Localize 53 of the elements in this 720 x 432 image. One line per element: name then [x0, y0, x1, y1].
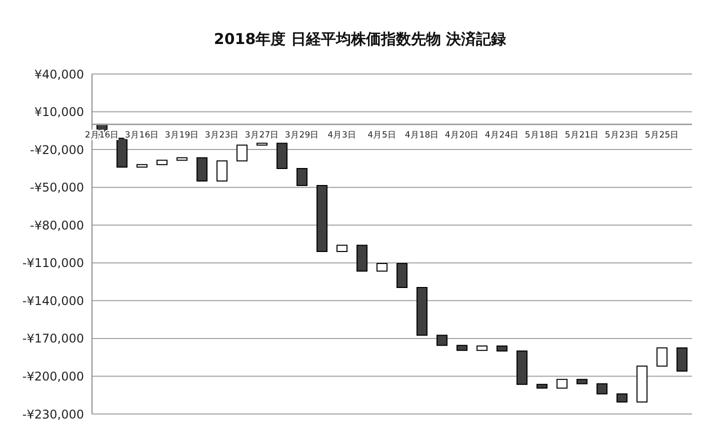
- x-tick-label: 3月16日: [124, 130, 160, 140]
- bar: [396, 263, 408, 288]
- bar: [376, 263, 388, 272]
- y-tick-label: -¥20,000: [30, 142, 84, 157]
- bar: [456, 344, 468, 351]
- x-tick-label: 3月23日: [204, 130, 240, 140]
- bar: [156, 160, 168, 166]
- bar: [356, 244, 368, 272]
- bar: [556, 378, 568, 389]
- y-tick-label: ¥40,000: [34, 67, 84, 82]
- bar: [536, 384, 548, 389]
- bar: [596, 383, 608, 394]
- bar: [416, 286, 428, 336]
- x-tick-label: 4月5日: [368, 130, 396, 140]
- x-tick-label: 3月29日: [284, 130, 320, 140]
- y-tick-label: -¥140,000: [22, 294, 84, 308]
- bar: [196, 157, 208, 182]
- x-tick-label: 4月24日: [484, 130, 520, 140]
- bar: [436, 334, 448, 346]
- x-tick-label: 4月18日: [404, 130, 440, 140]
- x-tick-label: 5月23日: [604, 130, 640, 140]
- bar: [276, 142, 288, 169]
- y-tick-label: -¥230,000: [22, 407, 84, 422]
- bar: [176, 157, 188, 161]
- bar: [216, 160, 228, 182]
- bar: [116, 138, 128, 168]
- bar: [516, 350, 528, 385]
- y-tick-label: -¥80,000: [30, 218, 84, 232]
- bar: [676, 347, 688, 372]
- bar: [576, 378, 588, 384]
- y-tick-label: -¥110,000: [22, 256, 84, 270]
- chart-title: 2018年度 日経平均株価指数先物 決済記録: [212, 30, 508, 49]
- x-tick-label: 4月3日: [328, 130, 356, 140]
- bar: [336, 244, 348, 252]
- x-tick-label: 3月19日: [164, 130, 200, 140]
- bar: [636, 366, 648, 403]
- y-tick-label: -¥200,000: [22, 369, 84, 384]
- x-tick-label: 3月27日: [244, 130, 280, 140]
- x-tick-label: 5月21日: [564, 130, 600, 140]
- bar: [296, 168, 308, 186]
- bar: [496, 346, 508, 352]
- x-tick-label: 4月20日: [444, 130, 480, 140]
- bar: [476, 346, 488, 351]
- x-tick-label: 5月18日: [524, 130, 560, 140]
- bar: [656, 347, 668, 367]
- x-tick-label: 5月25日: [644, 130, 680, 140]
- y-tick-label: -¥50,000: [30, 180, 84, 195]
- bar: [136, 164, 148, 168]
- bar: [236, 144, 248, 162]
- bar: [616, 393, 628, 403]
- y-tick-label: -¥170,000: [22, 332, 84, 346]
- bar: [316, 184, 328, 252]
- y-tick-label: ¥10,000: [34, 105, 84, 120]
